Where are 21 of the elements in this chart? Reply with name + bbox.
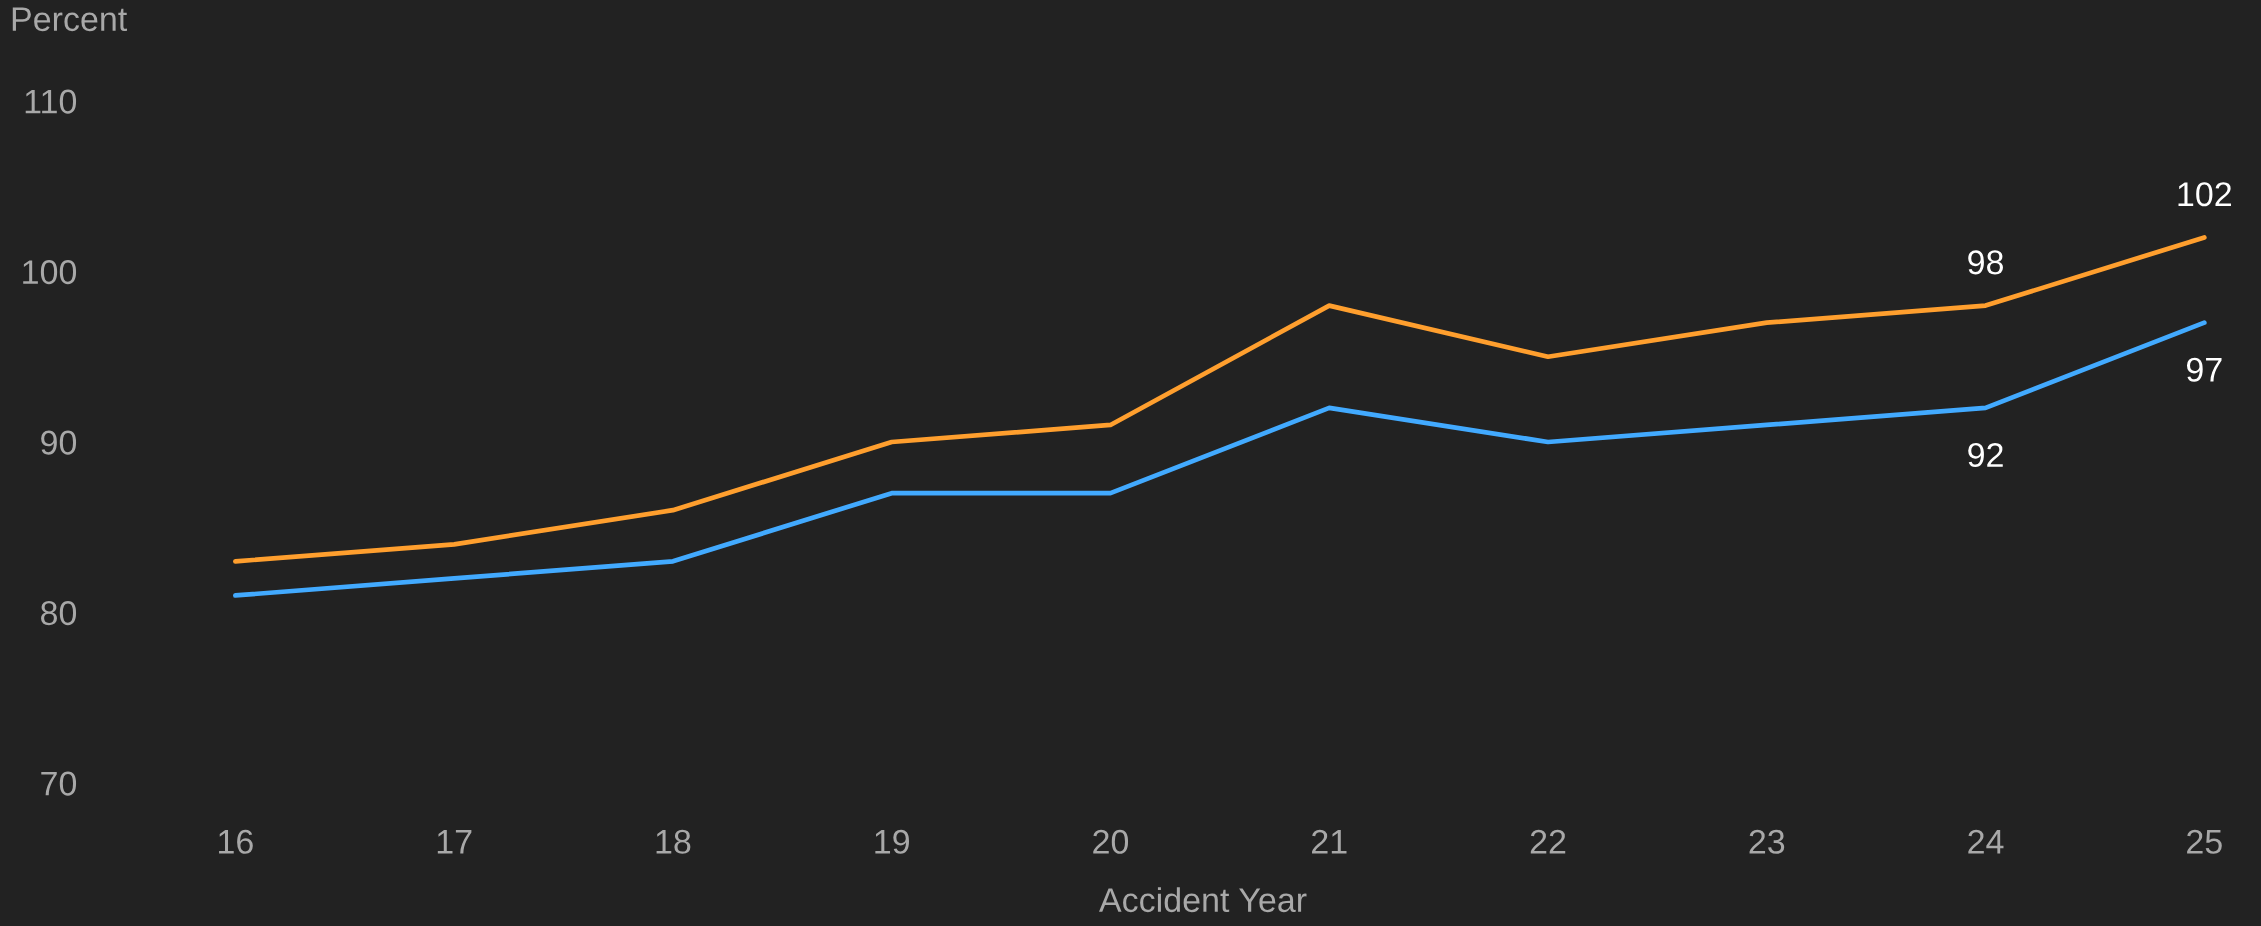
data-label: 97 [2186,357,2222,382]
y-axis-title: Percent [12,7,128,32]
x-tick-label: 19 [875,829,910,854]
x-tick-label: 17 [437,830,472,854]
y-tick-label: 100 [23,260,77,285]
data-label: 98 [1968,250,2003,275]
x-tick-label: 24 [1968,829,2004,854]
x-axis-title: Accident Year [1099,887,1307,913]
x-tick-label: 25 [2187,829,2222,854]
x-tick-label: 21 [1312,829,1347,854]
x-tick-label: 16 [219,829,253,854]
x-tick-label: 20 [1093,829,1129,854]
y-tick-label: 90 [41,430,77,455]
x-tick-label: 18 [656,829,691,854]
data-label: 102 [2178,182,2231,207]
x-tick-label: 23 [1749,829,1785,854]
y-tick-label: 80 [41,601,77,626]
data-label: 92 [1968,442,2003,468]
x-tick-label: 22 [1530,829,1566,854]
y-tick-label: 70 [41,771,77,796]
y-tick-label: 110 [25,89,77,114]
